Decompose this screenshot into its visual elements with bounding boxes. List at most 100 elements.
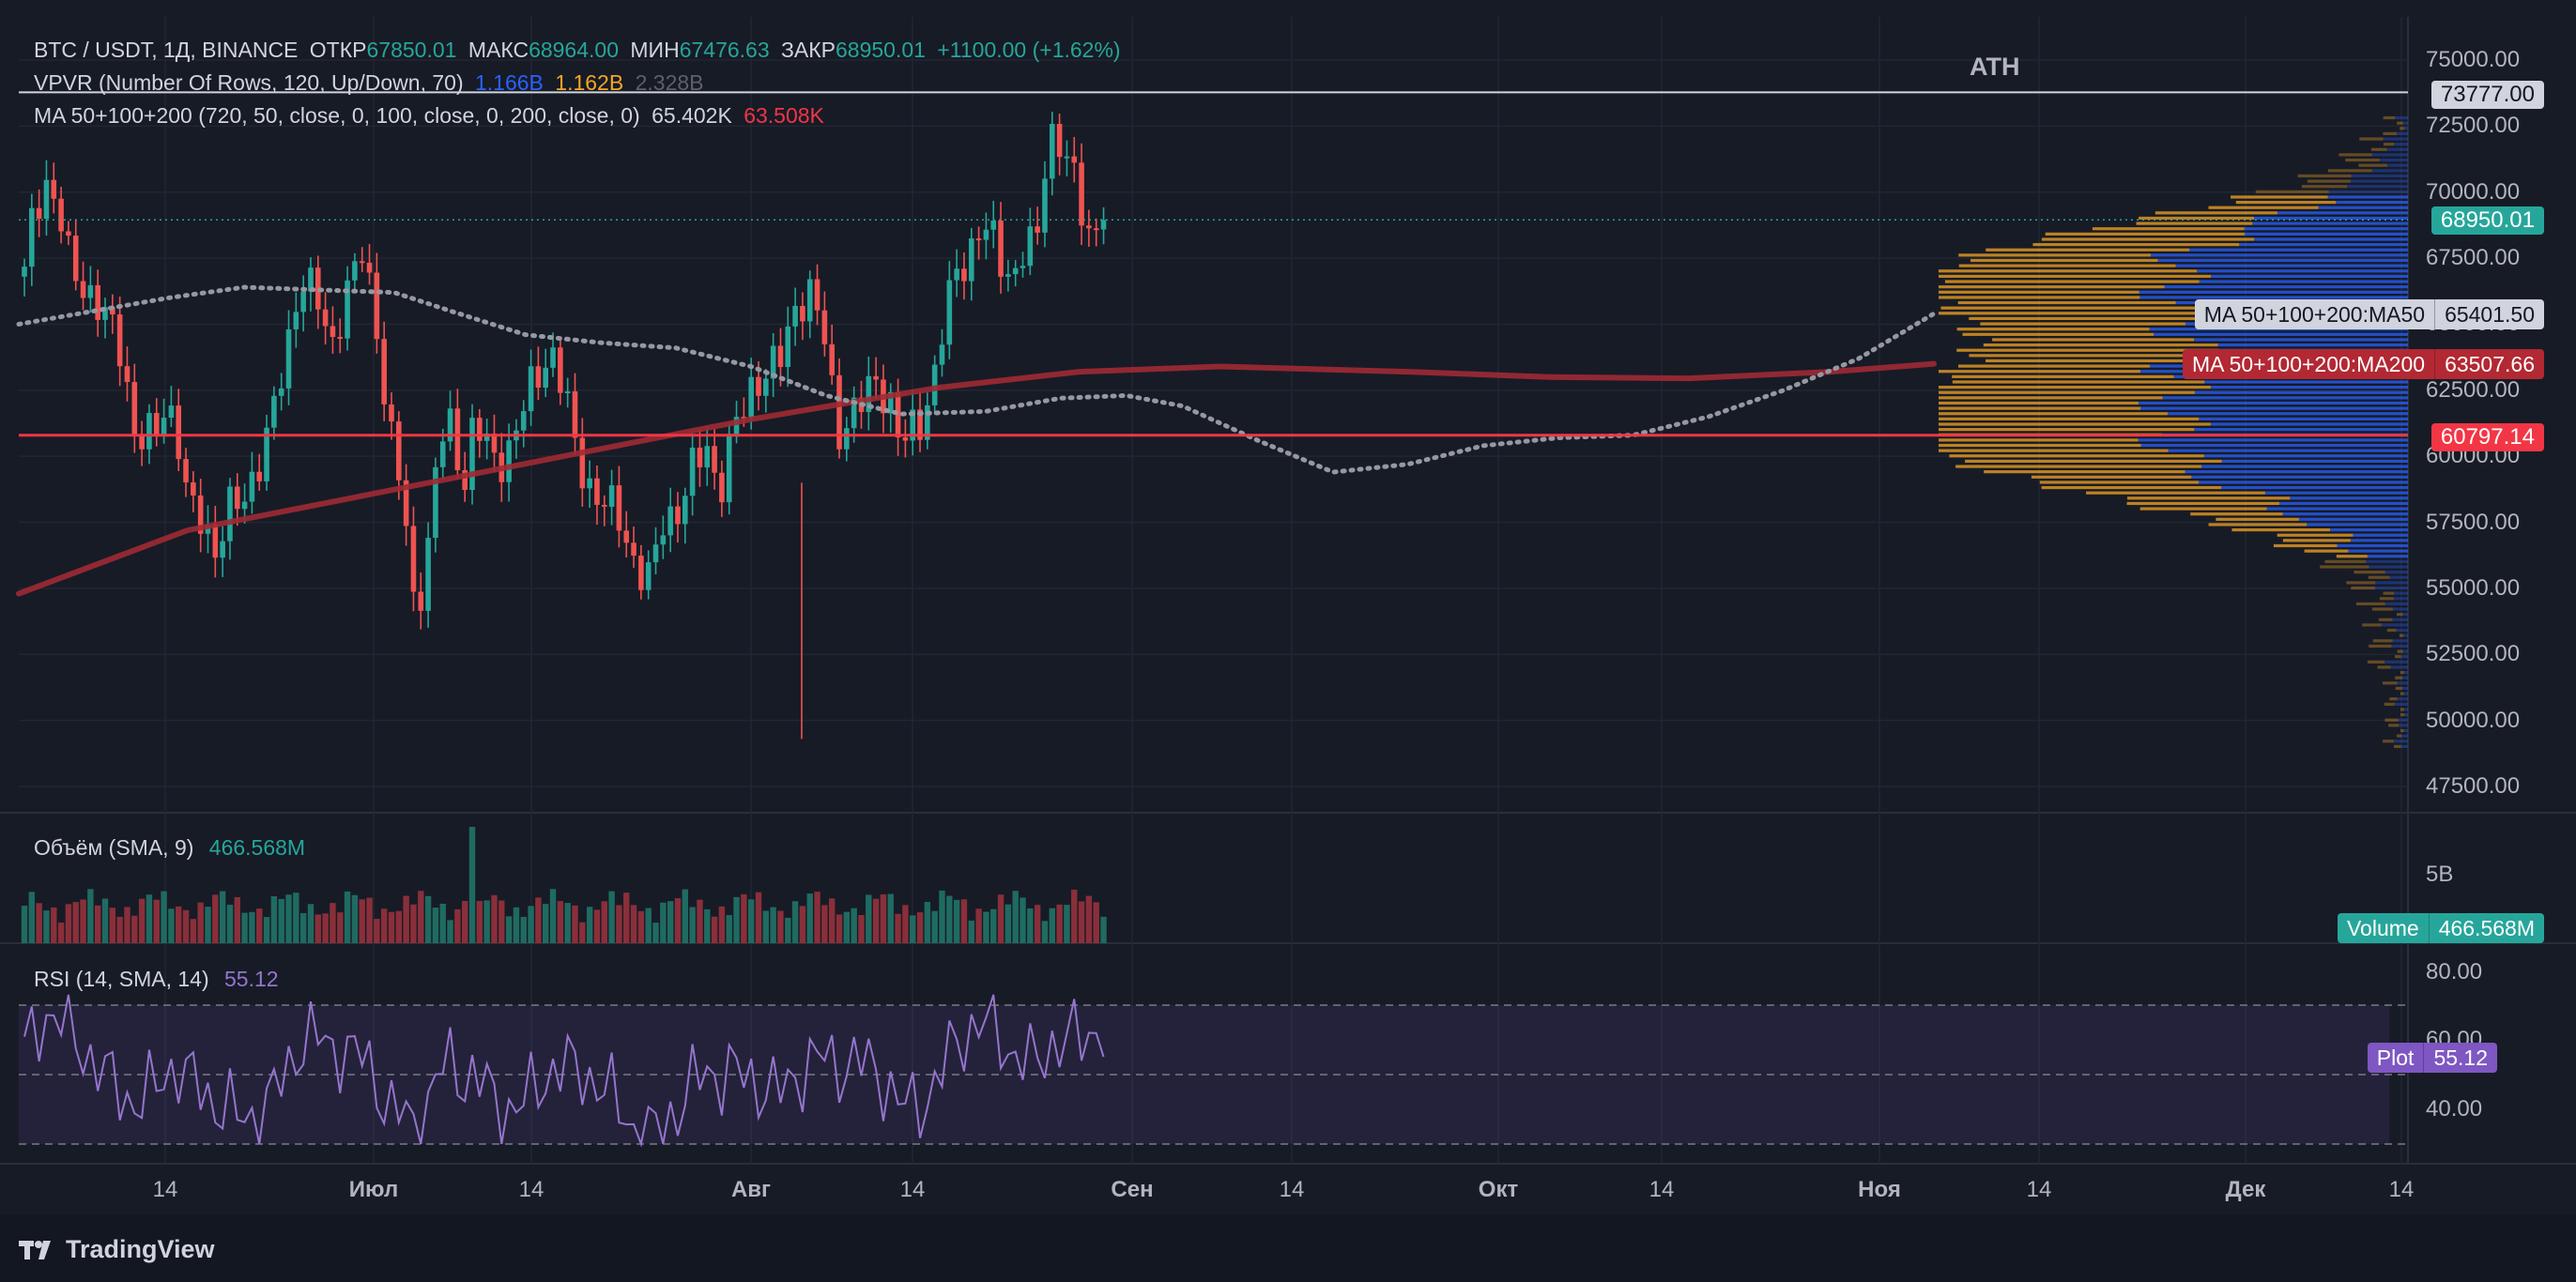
vpvr-bar-down <box>2384 718 2399 722</box>
volume-bar <box>462 901 468 943</box>
vpvr-bar-up <box>2386 163 2408 167</box>
volume-bar <box>1027 908 1034 943</box>
volume-bar <box>293 893 299 943</box>
price-axis-label: 67500.00 <box>2426 245 2521 271</box>
volume-bar <box>124 907 130 943</box>
volume-bar <box>1012 891 1019 943</box>
time-axis-label: Июл <box>348 1177 399 1202</box>
vpvr-bar-down <box>2208 206 2319 209</box>
ath-label: ATH <box>1970 53 2020 81</box>
vpvr-bar-down <box>2400 670 2404 675</box>
vpvr-bar-up <box>2393 597 2408 601</box>
time-axis-label: 14 <box>899 1177 926 1202</box>
vpvr-bar-up <box>2210 274 2408 278</box>
vpvr-bar-up <box>2350 539 2408 542</box>
vpvr-bar-up <box>2394 702 2408 706</box>
candle-body <box>352 261 358 281</box>
vpvr-bar-down <box>2362 623 2382 627</box>
candle-body <box>1020 266 1026 268</box>
candle-body <box>1093 228 1099 231</box>
volume-bar <box>697 899 703 943</box>
volume-bar <box>814 892 820 943</box>
vpvr-bar-down <box>1992 338 2195 342</box>
candles <box>22 112 1107 630</box>
vpvr-bar-up <box>2139 290 2408 294</box>
volume-bar <box>505 916 513 943</box>
volume-bar <box>270 895 278 943</box>
volume-bar <box>528 906 534 943</box>
candle-body <box>72 236 79 282</box>
volume-bar <box>307 904 314 943</box>
vpvr-bar-up <box>2371 169 2408 173</box>
volume-bar <box>704 908 711 943</box>
vpvr-bar-down <box>2397 649 2403 653</box>
vpvr-bar-down <box>2336 555 2368 558</box>
candle-body <box>1050 123 1055 179</box>
vpvr-bar-down <box>2369 644 2392 649</box>
price-axis-label: 47500.00 <box>2426 773 2521 799</box>
vpvr-bar-down <box>1939 438 2139 442</box>
candle-body <box>675 506 681 525</box>
vpvr-bar-up <box>2168 449 2408 452</box>
volume-legend[interactable]: Объём (SMA, 9) 466.568M <box>34 835 305 861</box>
volume-bar <box>872 898 880 943</box>
volume-bar <box>176 906 182 943</box>
ma-legend[interactable]: MA 50+100+200 (720, 50, close, 0, 100, c… <box>34 103 830 129</box>
vpvr-bar-up <box>2162 396 2408 400</box>
vpvr-bar-down <box>2235 200 2337 205</box>
vpvr-bar-up <box>2394 591 2408 595</box>
volume-bar <box>57 923 65 943</box>
volume-bar <box>682 889 688 943</box>
vpvr-legend[interactable]: VPVR (Number Of Rows, 120, Up/Down, 70) … <box>34 70 710 96</box>
vpvr-bar-up <box>2403 728 2408 733</box>
vpvr-bar-down <box>2139 507 2267 511</box>
vpvr-bar-down <box>2370 147 2387 151</box>
last-price-tag: 68950.01 <box>2430 206 2544 235</box>
volume-bar <box>843 911 851 943</box>
vpvr-bar-up <box>2337 543 2408 548</box>
symbol-legend[interactable]: BTC / USDT, 1Д, BINANCE ОТКР67850.01 МАК… <box>34 38 1127 63</box>
candle-body <box>1064 156 1070 159</box>
volume-bar <box>476 901 483 943</box>
candle-body <box>256 471 263 481</box>
volume-bar <box>821 905 828 943</box>
vpvr-bar-up <box>2384 660 2408 664</box>
candle-body <box>851 397 857 429</box>
vpvr-bar-down <box>1939 401 2139 405</box>
volume-bar <box>322 913 329 943</box>
candle-body <box>58 198 64 232</box>
time-axis-label: 14 <box>152 1177 178 1202</box>
vpvr-bar-down <box>2304 549 2349 553</box>
rsi-legend[interactable]: RSI (14, SMA, 14) 55.12 <box>34 967 279 992</box>
vpvr-bar-up <box>2210 422 2408 426</box>
volume-tag-value: 466.568M <box>2428 913 2544 943</box>
volume-bar <box>902 905 909 943</box>
volume-bar <box>887 893 894 943</box>
candle-body <box>667 506 673 536</box>
vpvr-bar-up <box>2167 412 2408 416</box>
volume-bar <box>741 893 747 943</box>
candle-body <box>285 328 292 389</box>
volume-bar <box>608 891 615 943</box>
vpvr-bar-down <box>2231 195 2328 199</box>
candle-body <box>777 345 784 368</box>
vpvr-bar-up <box>2383 137 2408 141</box>
vpvr-bar-down <box>1939 449 2169 452</box>
volume-bar <box>374 919 380 943</box>
vpvr-bar-up <box>2402 649 2408 653</box>
vpvr-bar-up <box>2277 211 2408 215</box>
vpvr-bar-down <box>1956 348 2219 352</box>
volume-bar <box>366 897 373 943</box>
vpvr-bar-up <box>2138 438 2408 442</box>
vpvr-bar-up <box>2384 602 2408 605</box>
vpvr-bar-down <box>2377 665 2391 669</box>
candle-body <box>954 268 959 281</box>
volume-bar <box>351 894 359 943</box>
tradingview-brand[interactable]: TradingView <box>19 1235 215 1264</box>
volume-bar <box>674 898 682 943</box>
vpvr-bar-up <box>2138 401 2408 405</box>
candle-body <box>506 440 512 482</box>
candle-body <box>454 408 461 471</box>
vpvr-bar-down <box>2307 179 2351 183</box>
